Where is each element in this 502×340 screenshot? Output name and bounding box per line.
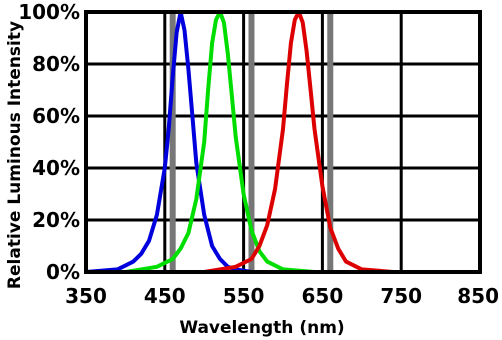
x-tick-label-650: 650 — [302, 284, 344, 308]
y-axis-title: Relative Luminous Intensity — [5, 21, 25, 289]
x-tick-label-750: 750 — [380, 284, 422, 308]
y-tick-labels: 0% 20% 40% 60% 80% 100% — [18, 0, 80, 284]
x-tick-label-550: 550 — [223, 284, 265, 308]
y-tick-label-20: 20% — [32, 208, 80, 232]
y-tick-label-100: 100% — [18, 0, 80, 24]
plot-frame — [84, 10, 482, 274]
y-tick-label-0: 0% — [46, 260, 80, 284]
series-line-2 — [123, 10, 317, 274]
x-axis-title: Wavelength (nm) — [179, 318, 344, 338]
x-tick-label-450: 450 — [144, 284, 186, 308]
series-lines — [84, 10, 396, 274]
plot-border — [84, 10, 482, 274]
series-line-3 — [202, 10, 396, 274]
x-tick-labels: 350 450 550 650 750 850 — [65, 284, 499, 308]
y-tick-label-40: 40% — [32, 156, 80, 180]
y-tick-label-60: 60% — [32, 104, 80, 128]
x-tick-label-350: 350 — [65, 284, 107, 308]
x-tick-label-850: 850 — [457, 284, 499, 308]
y-tick-label-80: 80% — [32, 52, 80, 76]
